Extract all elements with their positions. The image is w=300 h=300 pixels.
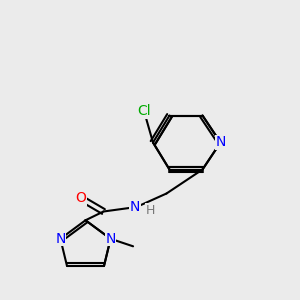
Text: N: N: [215, 136, 226, 149]
Text: N: N: [130, 200, 140, 214]
Text: Cl: Cl: [137, 104, 151, 118]
Text: N: N: [105, 232, 116, 246]
Text: O: O: [75, 191, 86, 205]
Text: N: N: [55, 232, 66, 246]
Text: H: H: [145, 204, 155, 217]
